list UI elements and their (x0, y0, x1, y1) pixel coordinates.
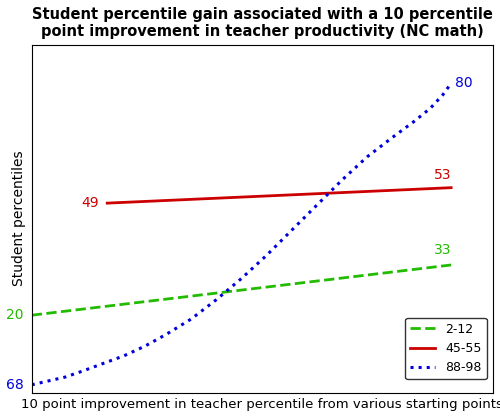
Title: Student percentile gain associated with a 10 percentile
point improvement in tea: Student percentile gain associated with … (32, 7, 493, 39)
Legend: 2-12, 45-55, 88-98: 2-12, 45-55, 88-98 (406, 318, 487, 379)
Text: 68: 68 (6, 378, 24, 392)
Text: 33: 33 (434, 243, 452, 257)
Text: 80: 80 (456, 76, 473, 90)
X-axis label: 10 point improvement in teacher percentile from various starting points: 10 point improvement in teacher percenti… (22, 398, 500, 411)
Y-axis label: Student percentiles: Student percentiles (12, 151, 26, 286)
Text: 49: 49 (81, 196, 99, 210)
Text: 53: 53 (434, 168, 452, 182)
Text: 20: 20 (6, 308, 24, 322)
